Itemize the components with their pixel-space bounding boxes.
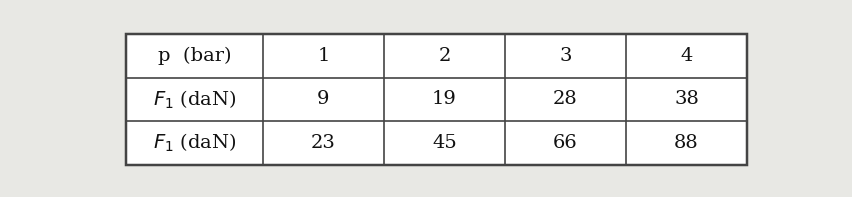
- Bar: [505, 78, 626, 121]
- Bar: [505, 34, 626, 78]
- Bar: [626, 121, 747, 165]
- Bar: [626, 34, 747, 78]
- Text: 4: 4: [680, 47, 693, 65]
- Bar: [505, 121, 626, 165]
- Text: 19: 19: [432, 90, 457, 109]
- Bar: [126, 78, 263, 121]
- Bar: [126, 34, 263, 78]
- Bar: [384, 34, 505, 78]
- Text: 3: 3: [559, 47, 572, 65]
- Text: 45: 45: [432, 134, 457, 152]
- Text: 9: 9: [317, 90, 330, 109]
- Bar: [263, 78, 384, 121]
- Bar: [384, 121, 505, 165]
- Bar: [263, 121, 384, 165]
- Text: 38: 38: [674, 90, 699, 109]
- Text: 2: 2: [438, 47, 451, 65]
- Text: $F_1$ (daN): $F_1$ (daN): [153, 132, 236, 154]
- Text: $F_1$ (daN): $F_1$ (daN): [153, 88, 236, 111]
- Text: 28: 28: [553, 90, 578, 109]
- Text: p  (bar): p (bar): [158, 47, 232, 65]
- Text: 23: 23: [311, 134, 336, 152]
- Bar: [126, 34, 747, 165]
- Text: 66: 66: [553, 134, 578, 152]
- Bar: [626, 78, 747, 121]
- Bar: [263, 34, 384, 78]
- Bar: [384, 78, 505, 121]
- Text: 1: 1: [317, 47, 330, 65]
- Text: 88: 88: [674, 134, 699, 152]
- Bar: [126, 121, 263, 165]
